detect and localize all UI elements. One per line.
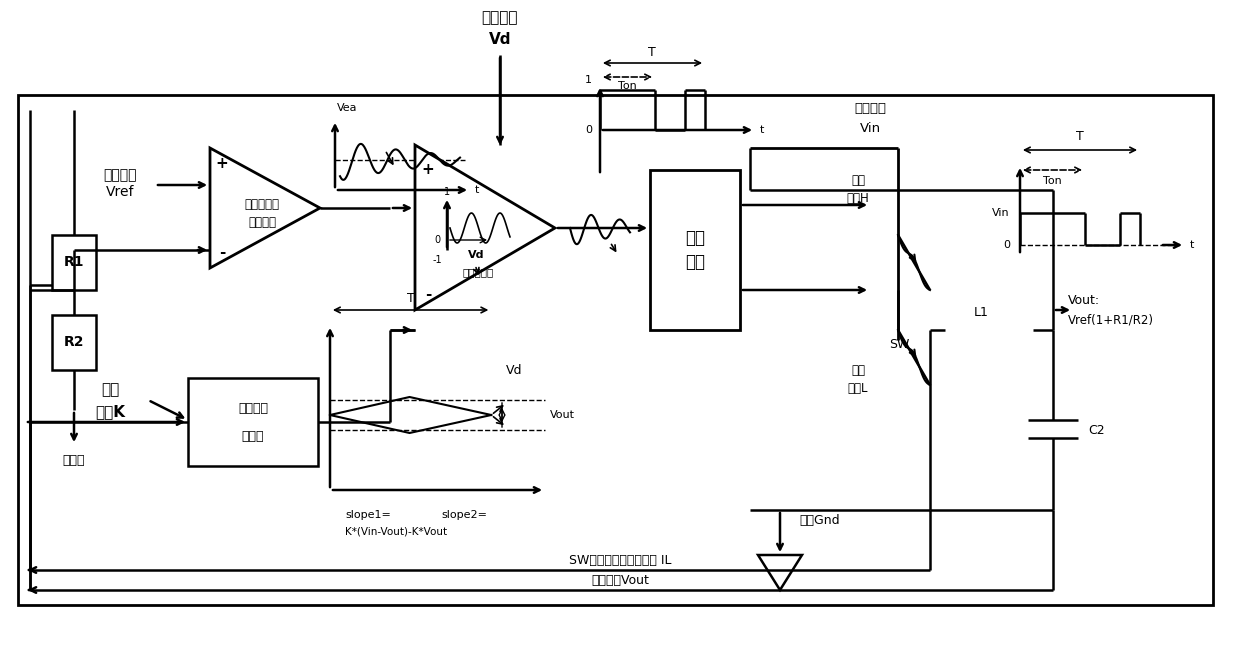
Bar <box>188 378 317 466</box>
Text: 基准电压: 基准电压 <box>103 168 136 182</box>
Text: R1: R1 <box>63 255 84 269</box>
Text: Vea: Vea <box>337 103 357 113</box>
Text: +: + <box>422 162 434 177</box>
Text: 1: 1 <box>444 187 450 197</box>
Text: -: - <box>425 287 432 303</box>
Text: K*(Vin-Vout)-K*Vout: K*(Vin-Vout)-K*Vout <box>345 527 448 537</box>
Text: T: T <box>407 292 414 305</box>
Text: 0: 0 <box>1003 240 1011 250</box>
Text: 驱动: 驱动 <box>684 229 706 247</box>
Text: L1: L1 <box>973 305 988 318</box>
Polygon shape <box>210 148 320 268</box>
Polygon shape <box>758 555 802 590</box>
Text: Vin: Vin <box>992 208 1011 218</box>
Text: Ton: Ton <box>618 81 636 91</box>
Text: -: - <box>218 245 226 261</box>
Text: Vd: Vd <box>467 250 485 260</box>
Text: 功率: 功率 <box>851 173 866 186</box>
Text: C2: C2 <box>1087 424 1105 437</box>
Text: t: t <box>1190 240 1194 250</box>
Bar <box>52 235 95 290</box>
Text: 斜率: 斜率 <box>100 382 119 397</box>
Bar <box>650 170 740 330</box>
Text: R2: R2 <box>63 335 84 349</box>
Text: Vout: Vout <box>551 410 575 420</box>
Text: 功率: 功率 <box>851 364 866 377</box>
Text: slope2=: slope2= <box>441 510 487 520</box>
Text: 开关L: 开关L <box>848 382 868 395</box>
Bar <box>52 315 95 370</box>
Text: t: t <box>760 125 764 135</box>
Text: SW点电压或者电感电流 IL: SW点电压或者电感电流 IL <box>569 553 671 567</box>
Bar <box>19 95 1213 605</box>
Text: 误差放大器: 误差放大器 <box>244 199 279 212</box>
Text: 迟滞电压: 迟滞电压 <box>482 10 518 25</box>
Text: Vout:: Vout: <box>1068 294 1100 307</box>
Text: 1: 1 <box>585 75 591 85</box>
Text: 迟滞比较器: 迟滞比较器 <box>463 267 494 277</box>
Text: 输出电压Vout: 输出电压Vout <box>591 573 649 586</box>
Text: Vin: Vin <box>859 122 880 135</box>
Text: T: T <box>649 47 656 60</box>
Text: Ton: Ton <box>1043 176 1061 186</box>
Text: Vref: Vref <box>105 185 134 199</box>
Text: 发生器: 发生器 <box>242 430 264 443</box>
Text: SW: SW <box>889 338 910 351</box>
Text: 0: 0 <box>434 235 440 245</box>
Text: +: + <box>216 155 228 171</box>
Text: 输入电压: 输入电压 <box>854 102 887 115</box>
Text: 地线Gnd: 地线Gnd <box>800 514 841 527</box>
Text: 开关H: 开关H <box>847 192 869 204</box>
Text: -1: -1 <box>433 255 441 265</box>
Text: 常数K: 常数K <box>95 404 125 419</box>
Text: Vd: Vd <box>506 364 523 377</box>
Text: slope1=: slope1= <box>345 510 391 520</box>
Text: 0: 0 <box>585 125 591 135</box>
Text: 电路: 电路 <box>684 253 706 271</box>
Text: （补偿）: （补偿） <box>248 215 277 228</box>
Text: t: t <box>475 185 480 195</box>
Text: Vref(1+R1/R2): Vref(1+R1/R2) <box>1068 314 1154 327</box>
Text: 斜坡电压: 斜坡电压 <box>238 402 268 415</box>
Polygon shape <box>415 145 556 310</box>
Text: 分压器: 分压器 <box>63 454 86 466</box>
Text: T: T <box>1076 131 1084 144</box>
Text: Vd: Vd <box>489 32 511 47</box>
